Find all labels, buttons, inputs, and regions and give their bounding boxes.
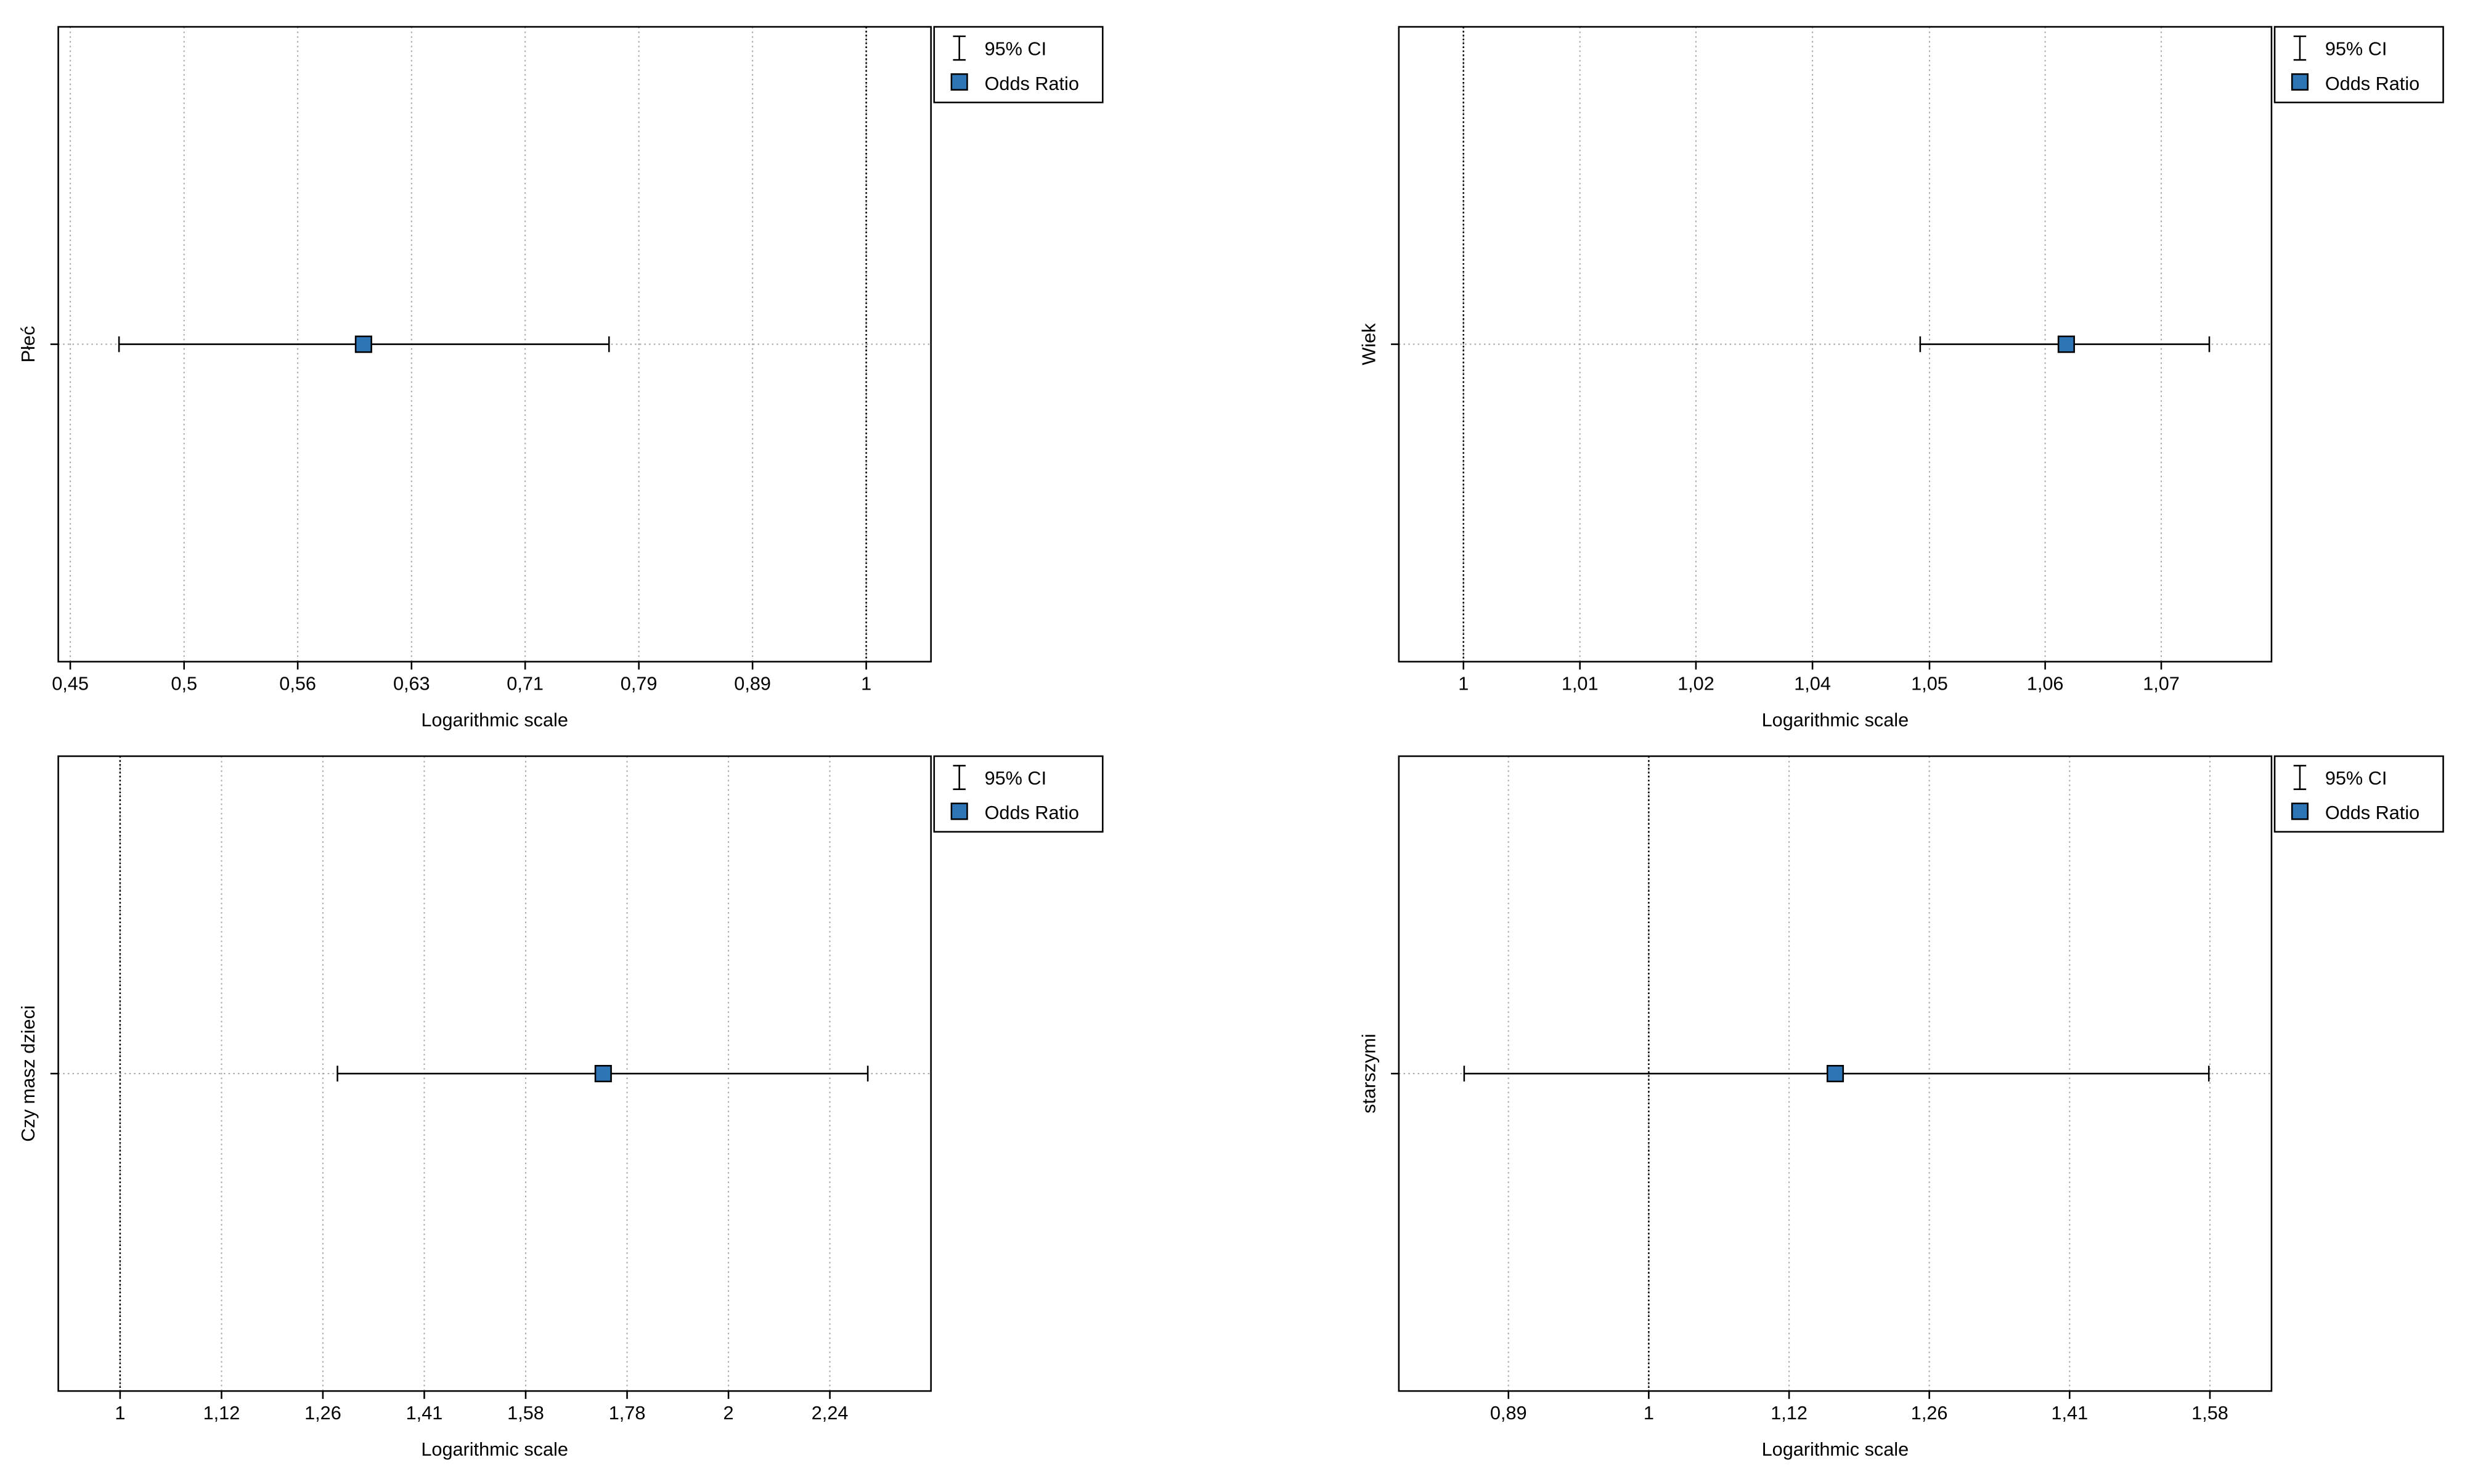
odds-ratio-marker <box>1826 1065 1844 1083</box>
category-label: Wiek <box>1358 323 1379 365</box>
x-tick-label: 1,12 <box>203 1403 240 1424</box>
x-axis-label: Logarithmic scale <box>1762 709 1909 730</box>
x-tick-label: 0,45 <box>52 674 89 695</box>
forest-plot: 0,89 1 1,12 1,26 1,41 1,58 Logarithmic scale st… <box>1358 755 2444 1460</box>
x-tick-label: 0,63 <box>393 674 430 695</box>
category-label: starszymi <box>1358 1034 1379 1113</box>
x-tick-label: 2 <box>723 1403 734 1424</box>
plot-frame <box>1398 755 2273 1392</box>
x-tick-label: 1,58 <box>2191 1403 2228 1424</box>
x-tick-label: 1,04 <box>1794 674 1831 695</box>
x-tick-label: 0,89 <box>1490 1403 1527 1424</box>
x-tick-label: 1,78 <box>609 1403 646 1424</box>
forest-plot: 0,45 0,5 0,56 0,63 0,71 0,79 0,89 1 Logarithmic … <box>18 26 1104 730</box>
legend-or-icon <box>950 73 968 91</box>
legend-label: 95% CI <box>2325 768 2387 789</box>
category-label: Płeć <box>18 326 39 363</box>
x-axis-label: Logarithmic scale <box>421 709 568 730</box>
x-tick-label: 0,71 <box>507 674 544 695</box>
odds-ratio-marker <box>2057 335 2075 353</box>
x-tick-label: 1,12 <box>1771 1403 1808 1424</box>
x-tick-label: 1 <box>115 1403 125 1424</box>
legend-or-icon <box>2291 73 2309 91</box>
x-tick-label: 1,58 <box>507 1403 544 1424</box>
legend-or-icon <box>2291 802 2309 820</box>
legend-label: 95% CI <box>985 768 1047 789</box>
legend-label: Odds Ratio <box>2325 73 2419 94</box>
x-tick-label: 1,41 <box>2051 1403 2088 1424</box>
x-tick-label: 0,89 <box>734 674 771 695</box>
x-tick-label: 1,05 <box>1911 674 1948 695</box>
legend-label: 95% CI <box>985 39 1047 60</box>
x-tick-label: 0,56 <box>279 674 316 695</box>
x-tick-label: 1 <box>861 674 871 695</box>
plot-frame <box>1398 26 2273 662</box>
x-tick-label: 2,24 <box>812 1403 849 1424</box>
x-tick-label: 1,07 <box>2143 674 2180 695</box>
x-tick-label: 1 <box>1458 674 1469 695</box>
x-axis-label: Logarithmic scale <box>421 1439 568 1460</box>
forest-plot: 1 1,01 1,02 1,04 1,05 1,06 1,07 Logarithmic sca… <box>1358 26 2444 730</box>
legend-label: Odds Ratio <box>985 802 1079 823</box>
category-label: Czy masz dzieci <box>18 1005 39 1141</box>
legend-label: 95% CI <box>2325 39 2387 60</box>
forest-plot: 1 1,12 1,26 1,41 1,58 1,78 2 2,24 Logarithmic sc… <box>18 755 1104 1460</box>
legend-or-icon <box>950 802 968 820</box>
legend-label: Odds Ratio <box>2325 802 2419 823</box>
plot-frame <box>57 26 932 662</box>
x-tick-label: 0,79 <box>621 674 658 695</box>
x-tick-label: 1,41 <box>406 1403 443 1424</box>
legend-label: Odds Ratio <box>985 73 1079 94</box>
x-tick-label: 1 <box>1644 1403 1654 1424</box>
x-tick-label: 1,26 <box>304 1403 341 1424</box>
x-tick-label: 1,01 <box>1562 674 1599 695</box>
x-tick-label: 1,06 <box>2027 674 2064 695</box>
x-axis-label: Logarithmic scale <box>1762 1439 1909 1460</box>
odds-ratio-marker <box>354 335 372 353</box>
x-tick-label: 0,5 <box>171 674 197 695</box>
plot-frame <box>57 755 932 1392</box>
x-tick-label: 1,26 <box>1911 1403 1948 1424</box>
odds-ratio-marker <box>594 1065 612 1083</box>
x-tick-label: 1,02 <box>1677 674 1714 695</box>
